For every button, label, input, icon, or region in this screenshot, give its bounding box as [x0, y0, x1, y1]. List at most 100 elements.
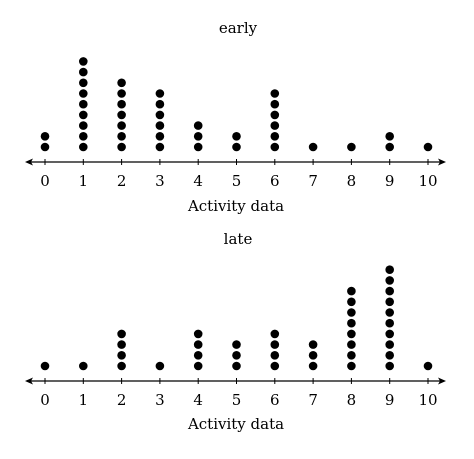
late-data-point	[193, 329, 203, 339]
early-data-point	[117, 89, 126, 98]
late-data-point	[232, 340, 241, 349]
early-data-point	[117, 78, 126, 88]
late-tick-label: 1	[79, 391, 89, 409]
early-data-point	[155, 132, 165, 141]
early-data-point	[270, 132, 280, 141]
late-data-point	[385, 276, 395, 285]
early-data-point	[270, 110, 280, 120]
late-data-point	[270, 351, 280, 360]
early-data-point	[155, 110, 165, 120]
late-data-point	[385, 329, 395, 339]
late-data-point	[117, 361, 126, 371]
late-data-point	[347, 351, 356, 360]
late-axis-arrow-right	[438, 377, 446, 385]
late-axis-arrow-left	[25, 377, 33, 385]
early-tick-label: 3	[155, 172, 165, 190]
early-x-axis-label: Activity data	[187, 197, 284, 215]
late-data-point	[385, 297, 395, 307]
early-data-point	[193, 142, 203, 152]
early-data-point	[193, 121, 203, 130]
early-data-point	[40, 142, 50, 152]
late-data-point	[308, 340, 318, 349]
late-data-point	[270, 361, 280, 371]
late-tick-label: 9	[385, 391, 395, 409]
late-tick-label: 7	[308, 391, 318, 409]
early-data-point	[117, 121, 126, 130]
late-data-point	[385, 318, 395, 328]
early-data-point	[385, 142, 395, 152]
early-dots	[40, 57, 433, 152]
early-data-point	[79, 99, 88, 109]
early-x-ticks: 0 1 2 3 4 5 6 7 8 9 10	[40, 159, 438, 190]
late-tick-label: 2	[117, 391, 127, 409]
late-data-point	[117, 329, 126, 339]
early-data-point	[79, 121, 88, 130]
early-data-point	[347, 142, 356, 152]
early-data-point	[40, 132, 50, 141]
late-dot-plot: late 0 1 2 3 4 5 6 7 8 9 10 Activity data	[25, 230, 446, 433]
late-data-point	[193, 340, 203, 349]
late-data-point	[347, 308, 356, 317]
early-data-point	[79, 110, 88, 120]
early-data-point	[155, 121, 165, 130]
late-plot-title: late	[224, 230, 253, 248]
late-x-axis-label: Activity data	[187, 415, 284, 433]
late-tick-label: 3	[155, 391, 165, 409]
late-data-point	[193, 361, 203, 371]
late-data-point	[232, 351, 241, 360]
late-tick-label: 0	[40, 391, 50, 409]
late-data-point	[270, 329, 280, 339]
late-data-point	[385, 340, 395, 349]
early-tick-label: 1	[79, 172, 89, 190]
early-data-point	[270, 142, 280, 152]
late-x-ticks: 0 1 2 3 4 5 6 7 8 9 10	[40, 378, 438, 409]
early-data-point	[79, 78, 88, 88]
early-data-point	[155, 99, 165, 109]
late-data-point	[40, 361, 50, 371]
late-data-point	[117, 340, 126, 349]
early-tick-label: 5	[232, 172, 242, 190]
late-data-point	[232, 361, 241, 371]
early-tick-label: 2	[117, 172, 127, 190]
early-data-point	[79, 142, 88, 152]
late-data-point	[308, 361, 318, 371]
late-data-point	[347, 361, 356, 371]
early-plot-title: early	[219, 19, 258, 37]
early-tick-label: 9	[385, 172, 395, 190]
early-data-point	[79, 89, 88, 98]
late-data-point	[79, 361, 88, 371]
early-data-point	[193, 132, 203, 141]
late-tick-label: 4	[193, 391, 203, 409]
late-tick-label: 8	[347, 391, 357, 409]
late-dots	[40, 265, 433, 371]
early-dot-plot: early 0 1 2 3 4 5 6 7 8 9 10 Activity data	[25, 19, 446, 215]
late-data-point	[347, 340, 356, 349]
early-data-point	[232, 132, 241, 141]
late-data-point	[155, 361, 165, 371]
late-data-point	[347, 329, 356, 339]
late-data-point	[270, 340, 280, 349]
late-tick-label: 10	[418, 391, 437, 409]
early-data-point	[155, 142, 165, 152]
early-data-point	[385, 132, 395, 141]
late-data-point	[423, 361, 433, 371]
late-tick-label: 5	[232, 391, 242, 409]
early-tick-label: 10	[418, 172, 437, 190]
early-data-point	[79, 132, 88, 141]
late-data-point	[117, 351, 126, 360]
late-data-point	[347, 297, 356, 307]
early-data-point	[423, 142, 433, 152]
early-data-point	[117, 132, 126, 141]
late-data-point	[385, 308, 395, 317]
early-tick-label: 4	[193, 172, 203, 190]
late-data-point	[308, 351, 318, 360]
late-data-point	[385, 361, 395, 371]
early-data-point	[232, 142, 241, 152]
late-data-point	[347, 318, 356, 328]
early-data-point	[117, 99, 126, 109]
late-tick-label: 6	[270, 391, 280, 409]
early-data-point	[79, 57, 88, 66]
late-data-point	[193, 351, 203, 360]
late-data-point	[385, 265, 395, 275]
